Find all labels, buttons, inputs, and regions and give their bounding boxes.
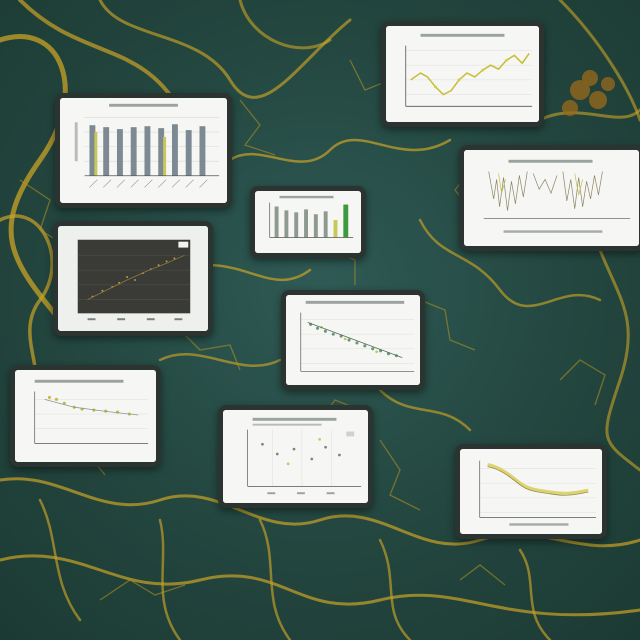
chart-card-lower-left bbox=[10, 365, 161, 467]
scatter-trend-thumbnail bbox=[286, 295, 420, 385]
dark-scatter-chart-thumbnail bbox=[58, 226, 208, 331]
chart-card-small-bar bbox=[250, 186, 366, 258]
line-chart-thumbnail bbox=[386, 26, 539, 122]
chart-card-dark-scatter bbox=[53, 221, 213, 336]
chart-card-wide-spikes bbox=[459, 145, 640, 251]
chart-card-bar bbox=[55, 93, 232, 208]
small-bar-chart-thumbnail bbox=[255, 191, 361, 253]
chart-card-lower-right bbox=[455, 444, 607, 539]
chart-card-line-top bbox=[381, 21, 544, 127]
chart-card-scatter-trend bbox=[281, 290, 425, 390]
sparse-chart-thumbnail bbox=[223, 410, 368, 503]
lower-right-chart-thumbnail bbox=[460, 449, 602, 534]
chart-card-sparse bbox=[218, 405, 373, 508]
bar-chart-thumbnail bbox=[60, 98, 227, 203]
lower-left-chart-thumbnail bbox=[15, 370, 156, 462]
spike-chart-thumbnail bbox=[464, 150, 639, 246]
